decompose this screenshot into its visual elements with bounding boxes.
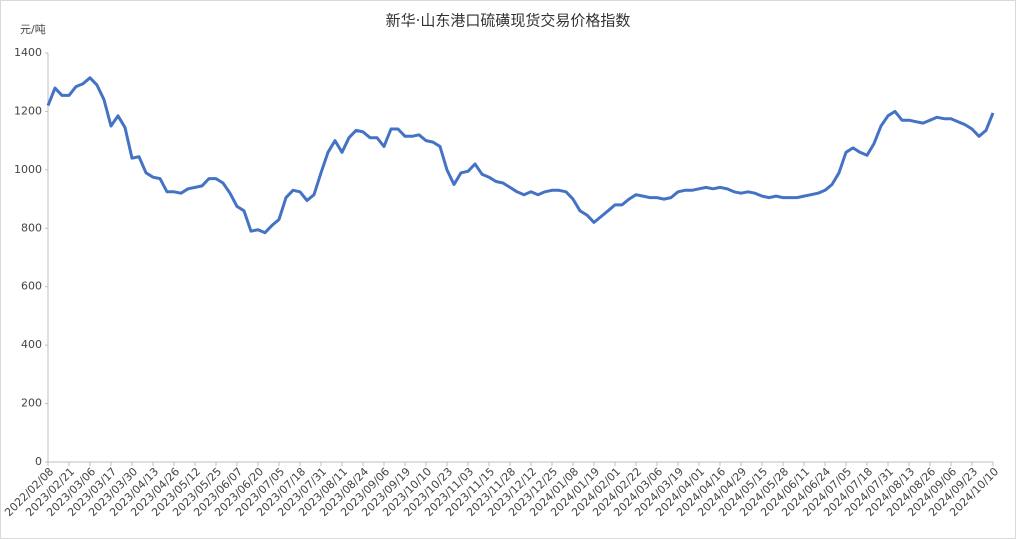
y-tick-label: 200 — [21, 397, 42, 410]
y-tick-label: 800 — [21, 221, 42, 234]
y-axis-label: 元/吨 — [20, 23, 46, 36]
y-tick-label: 1000 — [14, 163, 42, 176]
y-tick-label: 1200 — [14, 104, 42, 117]
chart-title: 新华·山东港口硫磺现货交易价格指数 — [386, 12, 631, 30]
y-tick-label: 0 — [35, 455, 42, 468]
y-tick-label: 400 — [21, 338, 42, 351]
y-tick-label: 600 — [21, 280, 42, 293]
series-line — [46, 76, 995, 235]
y-tick-label: 1400 — [14, 46, 42, 59]
